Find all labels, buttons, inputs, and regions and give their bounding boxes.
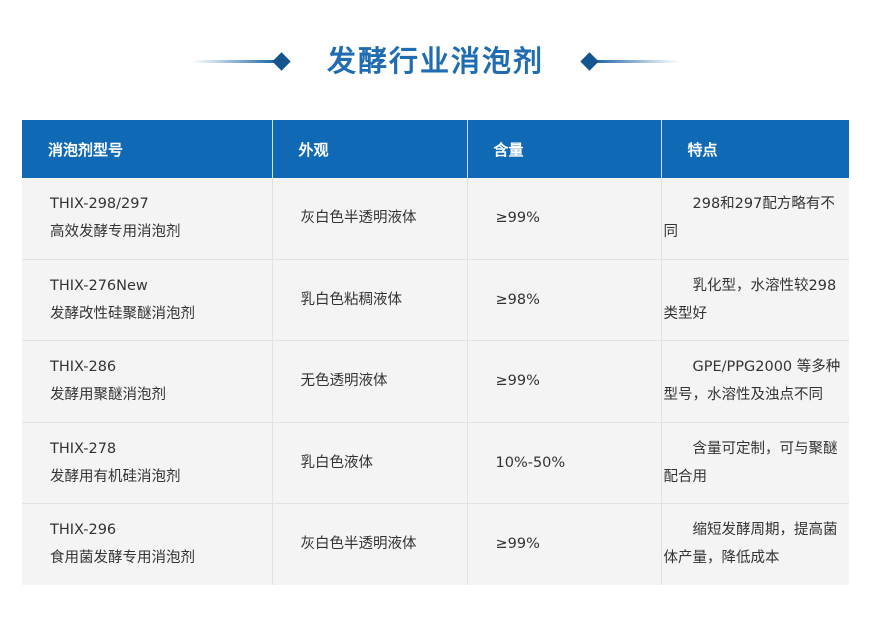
column-header-feature: 特点	[661, 120, 849, 178]
cell-appearance: 灰白色半透明液体	[272, 178, 468, 260]
model-code: THIX-278	[50, 440, 117, 457]
cell-feature: 298和297配方略有不同	[661, 178, 849, 260]
model-desc: 高效发酵专用消泡剂	[50, 224, 181, 241]
table-body: THIX-298/297 高效发酵专用消泡剂 灰白色半透明液体 ≥99% 298…	[22, 178, 849, 585]
table-row: THIX-296 食用菌发酵专用消泡剂 灰白色半透明液体 ≥99% 缩短发酵周期…	[22, 503, 849, 585]
table-row: THIX-298/297 高效发酵专用消泡剂 灰白色半透明液体 ≥99% 298…	[22, 178, 849, 260]
cell-appearance: 无色透明液体	[272, 340, 468, 423]
defoamer-spec-table: 消泡剂型号 外观 含量 特点 THIX-298/297 高效发酵专用消泡剂 灰白…	[22, 120, 849, 585]
model-code: THIX-276New	[50, 277, 148, 294]
model-code: THIX-296	[50, 522, 117, 539]
cell-appearance: 乳白色液体	[272, 421, 468, 504]
cell-model: THIX-296 食用菌发酵专用消泡剂	[22, 503, 273, 585]
page-title-bar: 发酵行业消泡剂	[0, 36, 871, 86]
table-row: THIX-286 发酵用聚醚消泡剂 无色透明液体 ≥99% GPE/PPG200…	[22, 340, 849, 423]
cell-content: ≥98%	[467, 258, 662, 341]
model-code: THIX-286	[50, 359, 117, 376]
model-desc: 发酵用有机硅消泡剂	[50, 468, 181, 485]
model-desc: 食用菌发酵专用消泡剂	[50, 550, 195, 567]
cell-feature: 含量可定制，可与聚醚配合用	[661, 421, 849, 504]
page-title: 发酵行业消泡剂	[326, 43, 544, 78]
cell-appearance: 乳白色粘稠液体	[272, 258, 468, 341]
model-code: THIX-298/297	[50, 196, 149, 212]
cell-feature: 乳化型，水溶性较298 类型好	[661, 258, 849, 341]
cell-model: THIX-286 发酵用聚醚消泡剂	[22, 340, 273, 423]
table-header: 消泡剂型号 外观 含量 特点	[22, 120, 849, 178]
model-desc: 发酵用聚醚消泡剂	[50, 387, 166, 404]
cell-feature: GPE/PPG2000 等多种型号，水溶性及浊点不同	[661, 340, 849, 423]
left-diamond-ornament-icon	[190, 49, 299, 73]
table-header-row: 消泡剂型号 外观 含量 特点	[22, 120, 849, 178]
table-row: THIX-278 发酵用有机硅消泡剂 乳白色液体 10%-50% 含量可定制，可…	[22, 421, 849, 504]
cell-content: ≥99%	[467, 340, 662, 423]
right-diamond-ornament-icon	[572, 49, 680, 73]
column-header-model: 消泡剂型号	[22, 120, 273, 178]
cell-content: 10%-50%	[467, 421, 662, 504]
model-desc: 发酵改性硅聚醚消泡剂	[50, 305, 195, 322]
cell-feature: 缩短发酵周期，提高菌体产量，降低成本	[661, 503, 849, 585]
cell-model: THIX-298/297 高效发酵专用消泡剂	[22, 178, 273, 260]
column-header-appearance: 外观	[272, 120, 468, 178]
cell-appearance: 灰白色半透明液体	[272, 503, 468, 585]
cell-model: THIX-276New 发酵改性硅聚醚消泡剂	[22, 258, 273, 341]
cell-content: ≥99%	[467, 178, 662, 260]
column-header-content: 含量	[467, 120, 662, 178]
table-row: THIX-276New 发酵改性硅聚醚消泡剂 乳白色粘稠液体 ≥98% 乳化型，…	[22, 258, 849, 341]
cell-content: ≥99%	[467, 503, 662, 585]
defoamer-spec-table-wrap: 消泡剂型号 外观 含量 特点 THIX-298/297 高效发酵专用消泡剂 灰白…	[22, 120, 849, 585]
cell-model: THIX-278 发酵用有机硅消泡剂	[22, 421, 273, 504]
